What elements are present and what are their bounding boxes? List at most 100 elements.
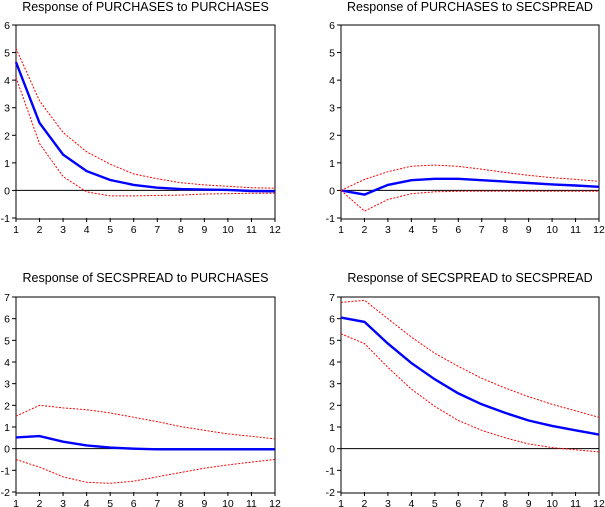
y-tick-label: 6 — [329, 314, 335, 326]
x-tick-label: 4 — [84, 498, 90, 507]
y-tick-label: 7 — [4, 292, 10, 304]
y-tick-label: 3 — [4, 379, 10, 391]
y-tick-label: 1 — [329, 158, 335, 170]
y-tick-label: 5 — [4, 48, 10, 60]
panel-title: Response of SECSPREAD to PURCHASES — [23, 271, 269, 285]
x-tick-label: 2 — [37, 498, 43, 507]
y-tick-label: 6 — [4, 314, 10, 326]
upper-confidence-band — [15, 48, 276, 189]
x-tick-label: 9 — [201, 498, 207, 507]
upper-confidence-band — [340, 164, 600, 191]
y-tick-label: -1 — [326, 465, 335, 477]
x-tick-label: 10 — [546, 224, 558, 236]
x-tick-label: 12 — [269, 498, 281, 507]
x-tick-label: 1 — [13, 224, 19, 236]
x-tick-label: 8 — [178, 498, 184, 507]
y-tick-label: -1 — [326, 213, 335, 225]
panel-title: Response of PURCHASES to SECSPREAD — [347, 0, 593, 14]
y-tick-label: 4 — [4, 357, 10, 369]
y-tick-label: 6 — [4, 20, 10, 32]
y-tick-label: 4 — [4, 75, 10, 87]
x-tick-label: 10 — [546, 498, 558, 507]
x-tick-label: 12 — [593, 224, 605, 236]
x-tick-label: 1 — [338, 498, 344, 507]
x-tick-label: 12 — [593, 498, 605, 507]
panel-title: Response of SECSPREAD to SECSPREAD — [347, 271, 592, 285]
x-tick-label: 2 — [362, 498, 368, 507]
y-tick-label: -2 — [1, 487, 10, 499]
plot-frame — [15, 24, 276, 220]
x-tick-label: 8 — [502, 224, 508, 236]
x-tick-label: 5 — [432, 498, 438, 507]
x-tick-label: 4 — [408, 224, 414, 236]
x-tick-label: 2 — [37, 224, 43, 236]
x-tick-label: 7 — [154, 224, 160, 236]
x-tick-label: 6 — [455, 498, 461, 507]
y-tick-label: 3 — [4, 103, 10, 115]
y-tick-label: 5 — [329, 335, 335, 347]
lower-confidence-band — [340, 333, 600, 453]
y-tick-label: 2 — [4, 130, 10, 142]
y-tick-label: 3 — [329, 379, 335, 391]
y-tick-label: -2 — [326, 487, 335, 499]
y-tick-label: 6 — [329, 20, 335, 32]
x-tick-label: 3 — [60, 498, 66, 507]
x-tick-label: 5 — [432, 224, 438, 236]
response-line — [15, 434, 275, 451]
panel-title: Response of PURCHASES to PURCHASES — [22, 0, 269, 14]
y-tick-label: 2 — [4, 400, 10, 412]
x-tick-label: 6 — [455, 224, 461, 236]
x-tick-label: 8 — [502, 498, 508, 507]
response-line — [340, 316, 600, 436]
plot-frame — [340, 296, 600, 494]
x-tick-label: 3 — [385, 224, 391, 236]
y-tick-label: 4 — [329, 357, 335, 369]
y-tick-label: 0 — [329, 185, 335, 197]
chart-panel-4: Response of SECSPREAD to SECSPREAD -2 -1 0 1… — [326, 271, 605, 507]
y-tick-label: -1 — [1, 213, 10, 225]
y-tick-label: 0 — [329, 444, 335, 456]
x-tick-label: 11 — [246, 224, 257, 236]
x-tick-label: 1 — [338, 224, 344, 236]
x-tick-label: 7 — [479, 224, 485, 236]
upper-confidence-band — [15, 404, 276, 440]
y-tick-label: 0 — [4, 444, 10, 456]
x-tick-label: 4 — [408, 498, 414, 507]
y-tick-label: 5 — [329, 48, 335, 60]
plot-frame — [15, 296, 276, 494]
y-tick-label: 3 — [329, 103, 335, 115]
upper-confidence-band — [340, 299, 600, 418]
x-tick-label: 11 — [246, 498, 257, 507]
x-tick-label: 9 — [201, 224, 207, 236]
plot-frame — [340, 24, 600, 220]
y-tick-label: 1 — [4, 422, 10, 434]
x-tick-label: 10 — [222, 498, 234, 507]
x-tick-label: 3 — [60, 224, 66, 236]
response-line — [340, 177, 600, 196]
x-tick-label: 5 — [107, 498, 113, 507]
y-tick-label: 1 — [4, 158, 10, 170]
x-tick-label: 11 — [570, 224, 581, 236]
x-tick-label: 2 — [362, 224, 368, 236]
x-tick-label: 12 — [269, 224, 281, 236]
x-tick-label: 1 — [13, 498, 19, 507]
x-tick-label: 3 — [385, 498, 391, 507]
x-tick-label: 7 — [154, 498, 160, 507]
x-tick-label: 6 — [131, 224, 137, 236]
y-tick-label: 7 — [329, 292, 335, 304]
lower-confidence-band — [15, 77, 275, 197]
lower-confidence-band — [15, 459, 276, 484]
y-tick-label: -1 — [1, 465, 10, 477]
y-tick-label: 1 — [329, 422, 335, 434]
chart-panel-1: Response of PURCHASES to PURCHASES-10123… — [1, 0, 281, 236]
lower-confidence-band — [340, 190, 599, 212]
x-tick-label: 7 — [479, 498, 485, 507]
y-tick-label: 5 — [4, 335, 10, 347]
chart-panel-3: Response of SECSPREAD to PURCHASES -2 -1 0 1… — [1, 271, 281, 507]
x-tick-label: 4 — [84, 224, 90, 236]
x-tick-label: 9 — [526, 498, 532, 507]
x-tick-label: 8 — [178, 224, 184, 236]
chart-panel-2: Response of PURCHASES to SECSPREAD-10123… — [326, 0, 605, 236]
y-tick-label: 0 — [4, 185, 10, 197]
